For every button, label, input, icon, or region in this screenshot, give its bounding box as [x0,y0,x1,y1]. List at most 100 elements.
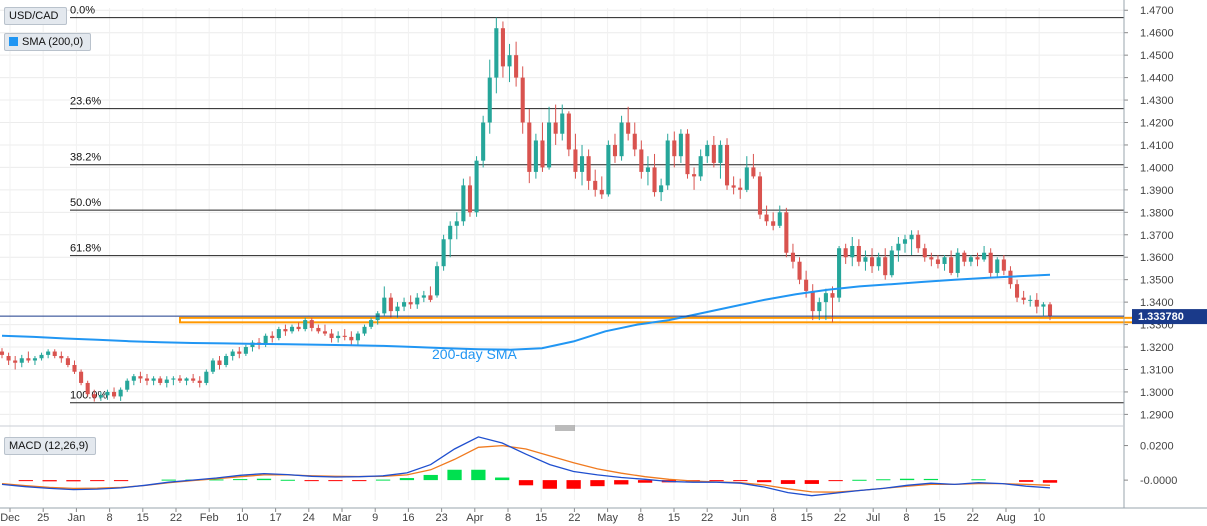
candle-body [375,313,380,321]
candle-body [171,378,176,380]
candle-body [382,297,387,314]
candle-body [428,295,433,300]
candle-body [527,122,532,172]
y-tick-label: 1.3600 [1140,252,1174,264]
candle-body [533,140,538,172]
candle-body [975,257,980,260]
candle-body [566,113,571,150]
candle-body [112,391,117,397]
candle-body [105,391,110,396]
candle-body [72,364,77,372]
y-tick-label: 1.4700 [1140,5,1174,17]
candle-body [349,336,354,341]
candle-body [764,214,769,222]
candle-body [500,28,505,67]
candle-body [1021,297,1026,300]
y-tick-label: 1.3500 [1140,275,1174,287]
candle-body [184,378,189,381]
candle-body [322,331,328,334]
candle-body [177,378,183,381]
candle-body [19,358,24,363]
x-tick-label: Mar [333,512,352,524]
price-tag-layer: 1.333780 [0,309,1207,325]
y-tick-label: 1.4500 [1140,50,1174,62]
candle-body [408,302,413,305]
macd-histogram-bar [447,469,462,481]
candle-body [362,326,367,334]
candle-body [507,55,512,67]
macd-panel [1,436,1058,497]
macd-histogram-bar [590,480,605,487]
symbol-label[interactable]: USD/CAD [4,7,67,25]
x-tick-label: 8 [771,512,777,524]
fib-label: 61.8% [70,243,101,255]
candle-body [573,149,578,172]
candle-body [289,326,295,332]
candle-body [342,335,347,337]
macd-histogram-bar [304,480,319,482]
candle-body [929,257,934,260]
sma-legend-text: SMA (200,0) [22,36,84,48]
candle-body [263,335,268,345]
candle-body [65,358,70,365]
y-tick-label: 1.3700 [1140,230,1174,242]
candle-body [283,329,288,332]
candle-body [869,257,875,267]
candle-body [441,239,446,267]
macd-legend[interactable]: MACD (12,26,9) [4,437,97,455]
candle-body [158,378,163,383]
x-tick-label: 16 [402,512,414,524]
sma-legend[interactable]: SMA (200,0) [4,33,92,51]
macd-histogram-bar [423,474,438,481]
candle-body [197,380,202,383]
candle-body [810,290,815,312]
macd-legend-text: MACD (12,26,9) [9,440,89,452]
sma-200-line [1,273,1051,351]
candle-body [461,185,466,222]
candle-body [593,180,598,190]
candle-body [724,144,730,186]
candle-body [955,252,960,273]
candle-body [843,248,848,258]
candle-body [1028,299,1033,301]
macd-histogram-bar [899,478,915,481]
macd-histogram-bar [542,480,557,489]
candle-body [751,167,756,177]
candle-body [837,248,842,298]
candle-body [883,257,888,276]
candle-body [988,252,993,273]
candle-body [303,320,308,330]
candle-body [698,156,703,177]
last-price-tag [1132,309,1207,325]
candle-body [639,149,644,172]
candle-body [52,351,57,357]
candle-body [619,122,624,157]
y-tick-label: 1.3800 [1140,207,1174,219]
macd-histogram-bar [375,479,391,481]
candle-body [790,252,795,262]
candle-body [626,122,631,134]
candle-body [856,245,861,262]
sma-200-annotation: 200-day SMA [432,346,517,362]
candle-body [817,302,822,312]
macd-histogram-bar [876,479,891,481]
candle-body [909,234,914,240]
macd-histogram-bar [113,480,129,482]
candle-body [0,351,5,355]
candle-body [237,351,242,354]
x-tick-label: 22 [967,512,979,524]
candle-body [13,360,18,363]
candle-body [224,356,229,365]
candle-body [1001,259,1006,271]
y-tick-label: 1.3000 [1140,387,1174,399]
candle-body [678,133,683,157]
fib-label: 50.0% [70,197,101,209]
y-tick-label: 1.4000 [1140,162,1174,174]
candle-body [995,259,1000,273]
candle-body [1047,304,1053,317]
candle-body [26,358,31,361]
x-tick-label: Aug [996,512,1016,524]
candle-body [797,261,802,280]
candle-body [1015,284,1020,298]
